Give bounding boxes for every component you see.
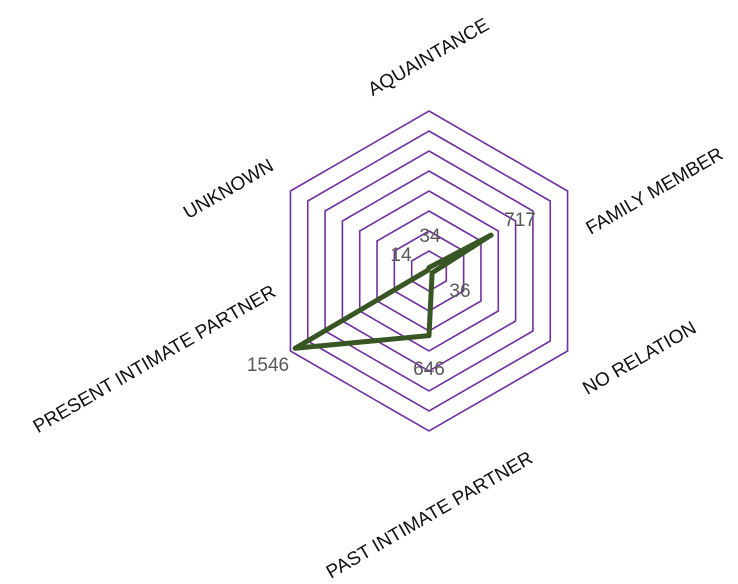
- category-label: FAMILY MEMBER: [583, 144, 727, 239]
- grid-ring: [324, 150, 534, 392]
- category-label: UNKNOWN: [180, 155, 277, 223]
- value-label: 34: [419, 226, 441, 247]
- grid-ring: [306, 130, 552, 412]
- grid-ring: [358, 190, 500, 352]
- data-point: [426, 333, 432, 338]
- grid-ring: [289, 110, 569, 432]
- category-label: PAST INTIMATE PARTNER: [323, 448, 537, 584]
- data-point: [488, 232, 494, 238]
- value-label: 717: [504, 210, 536, 231]
- grid-ring: [341, 170, 517, 372]
- data-point: [429, 270, 435, 275]
- data-point: [425, 268, 430, 273]
- category-label: PRESENT INTIMATE PARTNER: [30, 281, 280, 437]
- value-label: 14: [390, 245, 412, 266]
- value-label: 646: [413, 359, 445, 380]
- category-label: NO RELATION: [579, 318, 700, 400]
- data-point: [292, 346, 298, 351]
- value-label: 1546: [247, 355, 289, 376]
- value-label: 36: [449, 281, 470, 302]
- radar-series: [292, 232, 494, 351]
- category-label: AQUAINTANCE: [365, 15, 493, 101]
- value-labels: 34 717 36 646 1546 14: [247, 210, 536, 380]
